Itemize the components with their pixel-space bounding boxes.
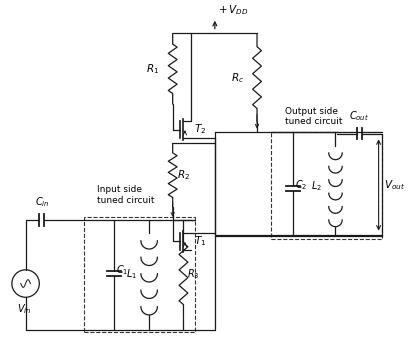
Text: $R_1$: $R_1$ [146,62,159,76]
Text: Input side
tuned circuit: Input side tuned circuit [97,186,155,205]
Text: Output side
tuned circuit: Output side tuned circuit [286,107,343,126]
Text: $C_2$: $C_2$ [295,178,308,192]
Text: $+\,V_{DD}$: $+\,V_{DD}$ [218,3,248,17]
Text: $R_3$: $R_3$ [188,267,200,281]
Bar [271,132,381,239]
Text: $L_2$: $L_2$ [311,179,322,193]
Text: $T_1$: $T_1$ [194,235,207,248]
Text: $R_2$: $R_2$ [177,168,190,182]
Text: $C_1$: $C_1$ [116,263,128,277]
Text: $R_c$: $R_c$ [231,71,244,85]
Text: $V_{in}$: $V_{in}$ [17,302,32,316]
Bar [84,217,195,332]
Text: $V_{out}$: $V_{out}$ [383,178,405,192]
Text: $C_{out}$: $C_{out}$ [349,109,370,123]
Text: $T_2$: $T_2$ [194,123,206,136]
Text: $L_1$: $L_1$ [126,267,137,281]
Text: $C_{in}$: $C_{in}$ [34,195,49,209]
